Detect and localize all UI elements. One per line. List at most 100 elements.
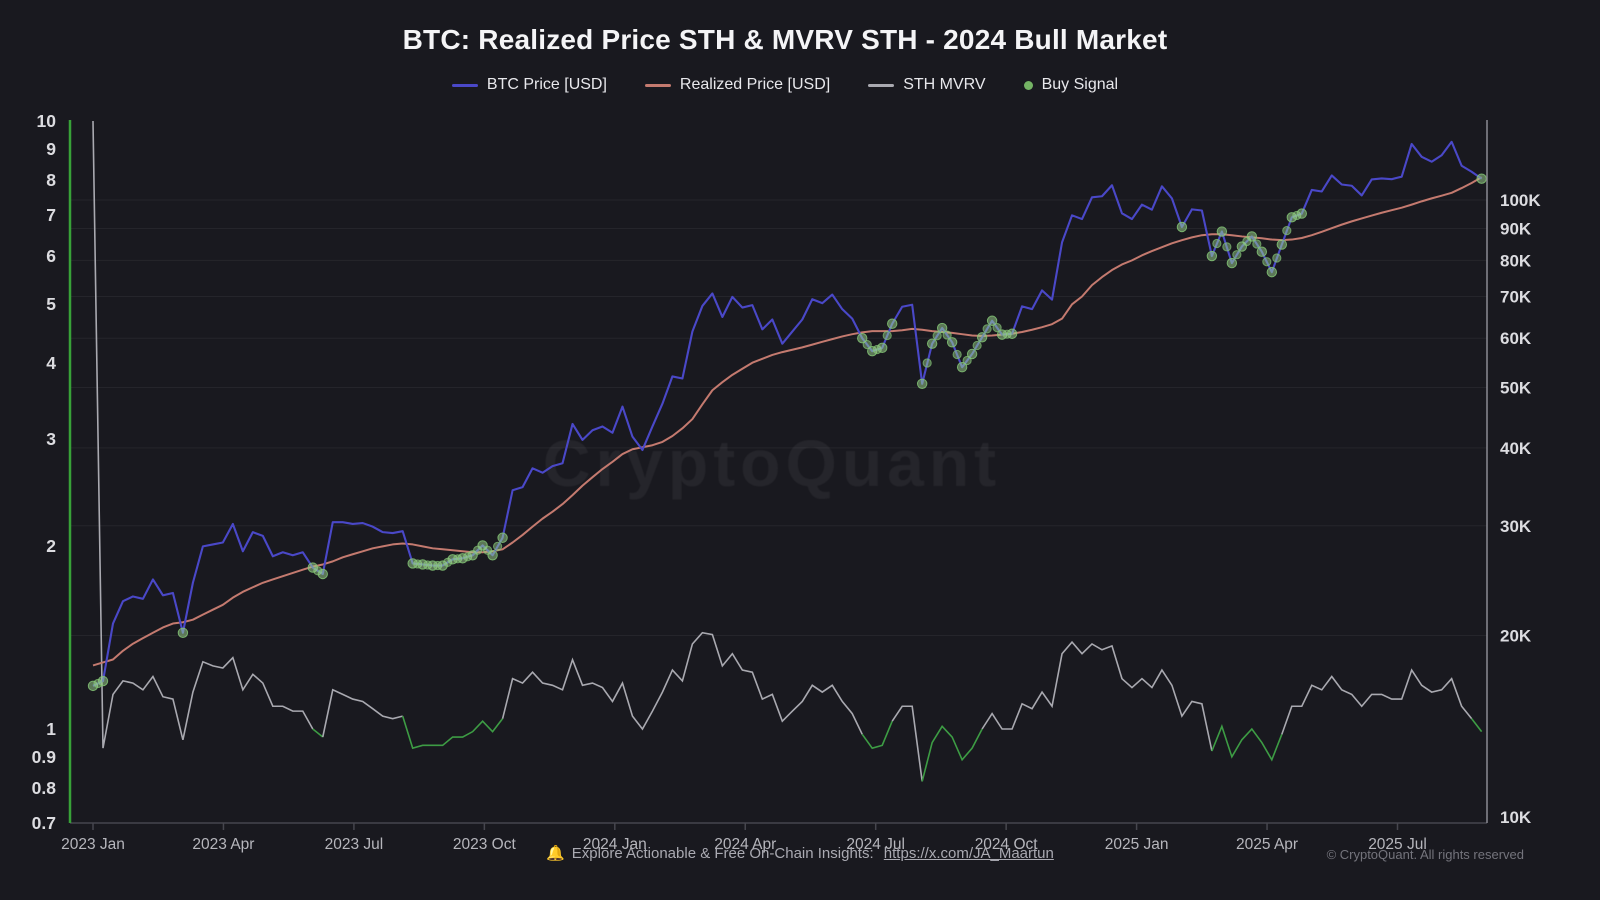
legend-label: STH MVRV	[903, 76, 986, 93]
buy-signal-dot	[982, 324, 992, 334]
footer-link[interactable]: https://x.com/JA_Maartun	[883, 845, 1054, 862]
right-tick-label: 50K	[1500, 379, 1532, 398]
x-tick-label: 2025 Jul	[1368, 836, 1427, 853]
mvrv-segment	[981, 640, 1213, 752]
left-tick-label: 7	[46, 205, 56, 225]
buy-signal-dot	[952, 349, 962, 360]
buy-signal-dot	[942, 330, 952, 340]
right-tick-label: 30K	[1500, 517, 1532, 536]
left-tick-label: 2	[46, 536, 56, 556]
legend-line-swatch	[451, 83, 478, 87]
buy-signal-dot	[87, 680, 99, 692]
buy-signal-dot	[497, 532, 508, 543]
right-axis-tick-labels: 100K 90K 80K 70K 60K 50K 40K 30K 20K 10K	[1500, 191, 1541, 827]
buy-signal-dot	[986, 315, 998, 326]
buy-signal-dot	[1216, 226, 1228, 237]
mvrv-segment	[501, 631, 863, 735]
buy-signal-dot	[97, 675, 109, 687]
chart-legend: BTC Price [USD] Realized Price [USD] STH M…	[0, 76, 1570, 94]
legend-item-sth-mvrv[interactable]: STH MVRV	[868, 76, 986, 94]
footer-promo: 🔔 Explore Actionable & Free On-Chain Insi…	[0, 844, 1600, 862]
buy-signal-dot	[1206, 250, 1218, 262]
legend-item-buy-signal[interactable]: Buy Signal	[1023, 76, 1119, 94]
buy-signal-dot	[492, 541, 503, 551]
buy-signal-dot	[916, 378, 928, 389]
right-tick-label: 60K	[1500, 329, 1532, 348]
buy-signal-dot	[962, 355, 972, 366]
buy-signal-dot	[1256, 246, 1268, 257]
buy-signal-dot	[1236, 241, 1248, 252]
x-tick-label: 2023 Jul	[325, 836, 384, 853]
buy-signal-dot	[976, 332, 988, 343]
buy-signal-dot	[177, 627, 189, 638]
buy-signal-dot	[932, 331, 942, 341]
buy-signal-dot	[882, 330, 892, 341]
x-tick-label: 2024 Jan	[583, 836, 647, 853]
buy-signal-dot	[922, 358, 932, 368]
right-tick-label: 80K	[1500, 251, 1532, 270]
x-tick-label: 2025 Jan	[1105, 836, 1169, 853]
right-tick-label: 40K	[1500, 439, 1532, 458]
left-tick-label: 0.9	[32, 747, 57, 767]
right-tick-label: 10K	[1500, 808, 1532, 827]
buy-signal-dot	[1222, 242, 1232, 252]
buy-signal-dot	[1286, 212, 1298, 223]
buy-signal-dot	[1276, 239, 1288, 250]
buy-signal-dot	[1226, 257, 1238, 269]
mvrv-segment	[321, 688, 403, 738]
mvrv-segment	[92, 120, 314, 749]
buy-signal-dot	[1176, 221, 1188, 233]
left-tick-label: 10	[37, 111, 57, 131]
left-tick-label: 4	[46, 353, 56, 373]
buy-signal-dot	[437, 560, 448, 571]
legend-line-swatch	[644, 83, 671, 87]
left-tick-label: 9	[46, 139, 56, 159]
buy-signal-dot	[1006, 328, 1018, 339]
buy-signal-dot	[867, 345, 878, 357]
x-tick-label: 2023 Apr	[192, 836, 254, 853]
buy-signal-dot	[1212, 238, 1222, 249]
buy-signal-dot	[992, 323, 1002, 333]
buy-signal-dots	[87, 173, 1487, 692]
x-tick-label: 2025 Apr	[1236, 836, 1298, 853]
page-title: BTC: Realized Price STH & MVRV STH - 202…	[402, 24, 1168, 55]
buy-signal-dot	[1252, 239, 1262, 249]
legend-item-btc-price-usd[interactable]: BTC Price [USD]	[451, 76, 607, 94]
buy-signal-dot	[966, 348, 978, 360]
buy-signal-dot	[457, 553, 468, 564]
buy-signal-dot	[936, 322, 948, 334]
x-tick-label: 2024 Jul	[846, 836, 905, 853]
btc-price-line	[92, 140, 1483, 687]
footer-message: Explore Actionable & Free On-Chain Insig…	[571, 845, 874, 862]
copyright-notice: © CryptoQuant. All rights reserved	[1326, 847, 1524, 862]
buy-signal-dot	[946, 337, 958, 348]
buy-signal-dot	[1246, 231, 1258, 242]
mvrv-segment-below-1	[401, 715, 504, 750]
left-tick-label: 1	[46, 719, 56, 739]
buy-signal-dot	[857, 333, 868, 344]
buy-signal-dot	[317, 568, 328, 580]
mvrv-segment	[891, 705, 923, 782]
buy-signal-dot	[1282, 226, 1292, 236]
legend-item-realized-price-usd[interactable]: Realized Price [USD]	[644, 76, 831, 94]
left-tick-label: 0.7	[32, 813, 56, 833]
x-tick-label: 2023 Oct	[453, 836, 517, 853]
mvrv-segment-below-1	[861, 720, 893, 750]
left-tick-label: 8	[46, 170, 56, 190]
buy-signal-dot	[427, 560, 438, 571]
buy-signal-dot	[926, 338, 938, 349]
buy-signal-dot	[1476, 173, 1487, 184]
legend-label: Realized Price [USD]	[679, 76, 831, 93]
mvrv-segment-below-1	[1470, 718, 1483, 733]
left-tick-label: 0.8	[32, 778, 57, 798]
gridlines	[70, 199, 1487, 636]
left-axis-tick-labels: 10 9 8 7 6 5 4 3 2 1 0.9 0.8 0.7	[32, 111, 57, 833]
realized-price-line	[92, 176, 1483, 667]
right-tick-label: 90K	[1500, 220, 1532, 239]
legend-label: Buy Signal	[1041, 76, 1119, 93]
buy-signal-dot	[1296, 208, 1307, 219]
mvrv-segment-below-1	[312, 728, 324, 738]
x-axis-tick-labels: 2023 Jan 2023 Apr 2023 Jul 2023 Oct 2024 Jan…	[61, 823, 1427, 853]
x-tick-label: 2023 Jan	[61, 836, 125, 853]
